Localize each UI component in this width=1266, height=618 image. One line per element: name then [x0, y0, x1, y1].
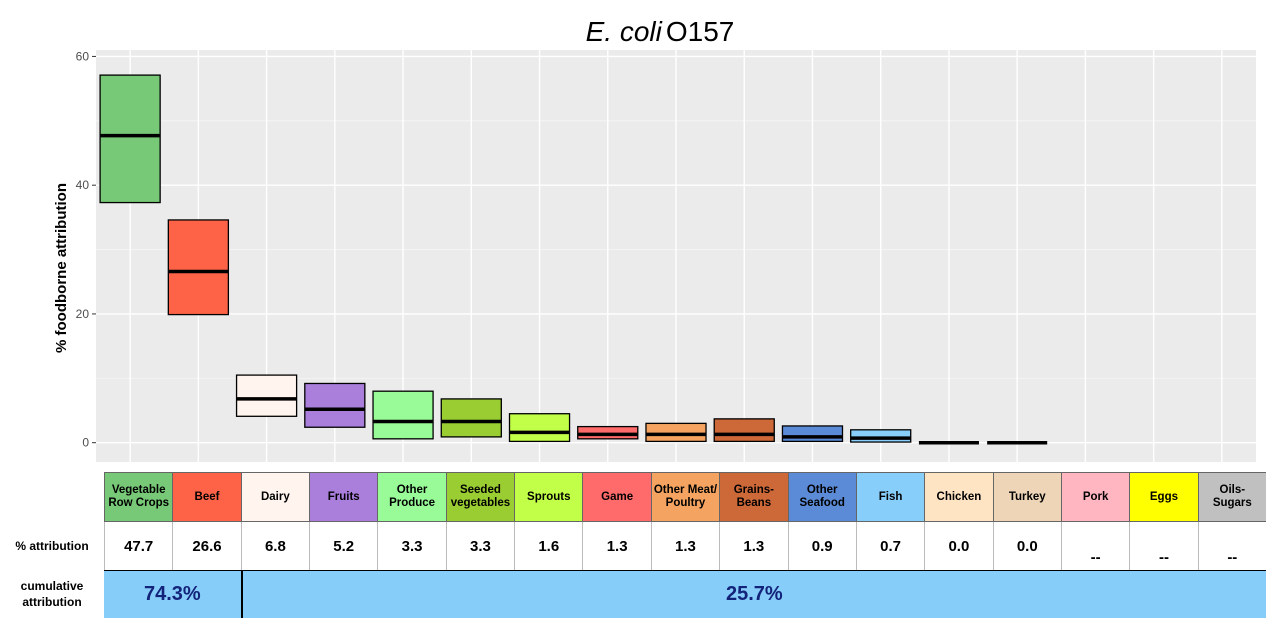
- category-cell: Beef: [172, 472, 242, 522]
- y-tick-label: 0: [82, 436, 89, 450]
- category-cell: Dairy: [240, 472, 311, 522]
- box-dairy: [235, 374, 298, 417]
- box-rect: [440, 398, 502, 438]
- box-other-seafood: [781, 425, 844, 443]
- box-rect: [167, 219, 230, 316]
- box-rect: [713, 418, 775, 443]
- box-rect: [99, 74, 161, 204]
- category-cell: Vegetable Row Crops: [104, 472, 174, 522]
- attribution-value: 6.8: [240, 522, 309, 570]
- attribution-value: 0.7: [855, 522, 924, 570]
- attribution-value: 3.3: [445, 522, 514, 570]
- plot-area: 0 20 40 60: [76, 49, 1256, 462]
- attribution-value: 47.7: [104, 522, 172, 570]
- box-other-produce: [372, 390, 434, 440]
- category-cell: Fruits: [309, 472, 379, 522]
- box-rect: [850, 429, 912, 443]
- box-chart: E. coli O157 % foodborne attribution 0 20 4…: [53, 16, 1256, 462]
- y-tick-label: 60: [76, 49, 90, 63]
- category-cell: Sprouts: [514, 472, 584, 522]
- box-fruits: [304, 382, 366, 428]
- attribution-value: 1.3: [582, 522, 650, 570]
- y-tick-label: 20: [76, 307, 90, 321]
- y-tick-label: 40: [76, 178, 90, 192]
- attribution-row-label: % attribution: [15, 539, 89, 553]
- attribution-value: 1.3: [719, 522, 787, 570]
- attribution-value: 1.3: [650, 522, 719, 570]
- attribution-value: --: [1197, 522, 1266, 570]
- attribution-table: Vegetable Row Crops Beef Dairy Fruits Other …: [0, 472, 1266, 618]
- box-vegetable-row-crops: [99, 74, 161, 204]
- cumulative-row-label: cumulative attribution: [20, 579, 84, 609]
- category-cell: Fish: [855, 472, 926, 522]
- attribution-value: --: [1129, 522, 1197, 570]
- box-rect: [645, 422, 707, 443]
- box-rect: [508, 413, 571, 443]
- box-rect: [304, 382, 366, 428]
- attribution-value: 3.3: [377, 522, 445, 570]
- attribution-value: 0.9: [787, 522, 856, 570]
- chart-title: E. coli O157: [586, 16, 735, 47]
- attribution-value: 0.0: [924, 522, 992, 570]
- cumulative-value: 25.7%: [240, 570, 1266, 618]
- attribution-value: 5.2: [309, 522, 377, 570]
- category-cell: Eggs: [1129, 472, 1199, 522]
- category-cell: Grains- Beans: [719, 472, 789, 522]
- box-rect: [235, 374, 298, 417]
- box-grains-beans: [713, 418, 775, 443]
- attribution-value: 1.6: [514, 522, 582, 570]
- category-cell: Seeded vegetables: [445, 472, 516, 522]
- chart-title-italic: E. coli: [586, 16, 663, 47]
- attribution-value: 0.0: [992, 522, 1061, 570]
- category-cell: Other Seafood: [787, 472, 857, 522]
- category-cell: Other Produce: [377, 472, 447, 522]
- attribution-value: --: [1060, 522, 1129, 570]
- category-cell: Pork: [1060, 472, 1131, 522]
- category-cell: Oils- Sugars: [1197, 472, 1266, 522]
- chart-title-rest: O157: [666, 16, 735, 47]
- box-other-meat-poultry: [645, 422, 707, 443]
- category-cell: Chicken: [924, 472, 994, 522]
- category-cell: Turkey: [992, 472, 1062, 522]
- category-cell: Game: [582, 472, 652, 522]
- box-seeded-vegetables: [440, 398, 502, 438]
- box-fish: [850, 429, 912, 443]
- box-game: [577, 425, 639, 440]
- table-divider: [104, 570, 1266, 571]
- cumulative-value: 74.3%: [104, 570, 241, 618]
- box-beef: [167, 219, 230, 316]
- attribution-value: 26.6: [172, 522, 240, 570]
- box-rect: [781, 425, 844, 443]
- box-sprouts: [508, 413, 571, 443]
- box-rect: [372, 390, 434, 440]
- category-cell: Other Meat/ Poultry: [650, 472, 721, 522]
- y-axis-label: % foodborne attribution: [53, 183, 70, 353]
